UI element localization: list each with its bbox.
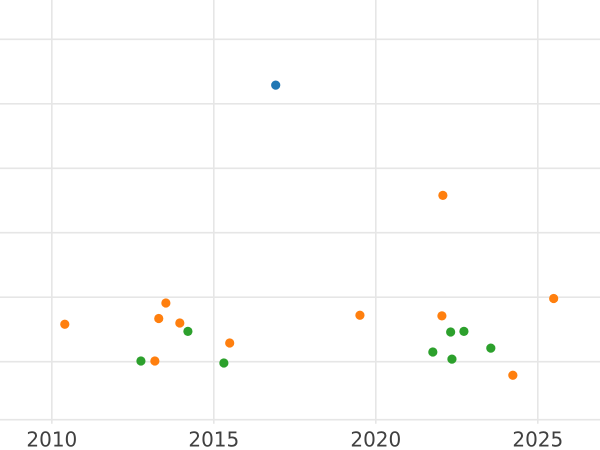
data-point-orange — [161, 298, 171, 308]
data-point-orange — [355, 310, 365, 320]
data-point-orange — [549, 293, 559, 304]
data-point-green — [183, 326, 193, 336]
x-tick-label: 2025 — [512, 428, 563, 450]
data-point-green — [459, 326, 469, 336]
data-point-orange — [225, 338, 235, 348]
data-point-green — [446, 327, 456, 337]
x-tick-label: 2010 — [26, 428, 77, 450]
data-point-orange — [154, 313, 164, 324]
data-point-green — [447, 354, 457, 364]
data-point-orange — [175, 318, 185, 328]
data-point-orange — [437, 311, 447, 321]
data-point-orange — [60, 319, 70, 329]
data-point-green — [428, 347, 438, 357]
data-point-orange — [438, 190, 448, 200]
data-point-green — [219, 358, 229, 368]
x-tick-label: 2020 — [350, 428, 401, 450]
data-point-orange — [150, 356, 160, 366]
x-tick-label: 2015 — [188, 428, 239, 450]
data-point-green — [136, 356, 146, 366]
data-point-orange — [508, 370, 518, 380]
data-point-green — [486, 343, 496, 353]
data-point-blue — [271, 80, 281, 90]
